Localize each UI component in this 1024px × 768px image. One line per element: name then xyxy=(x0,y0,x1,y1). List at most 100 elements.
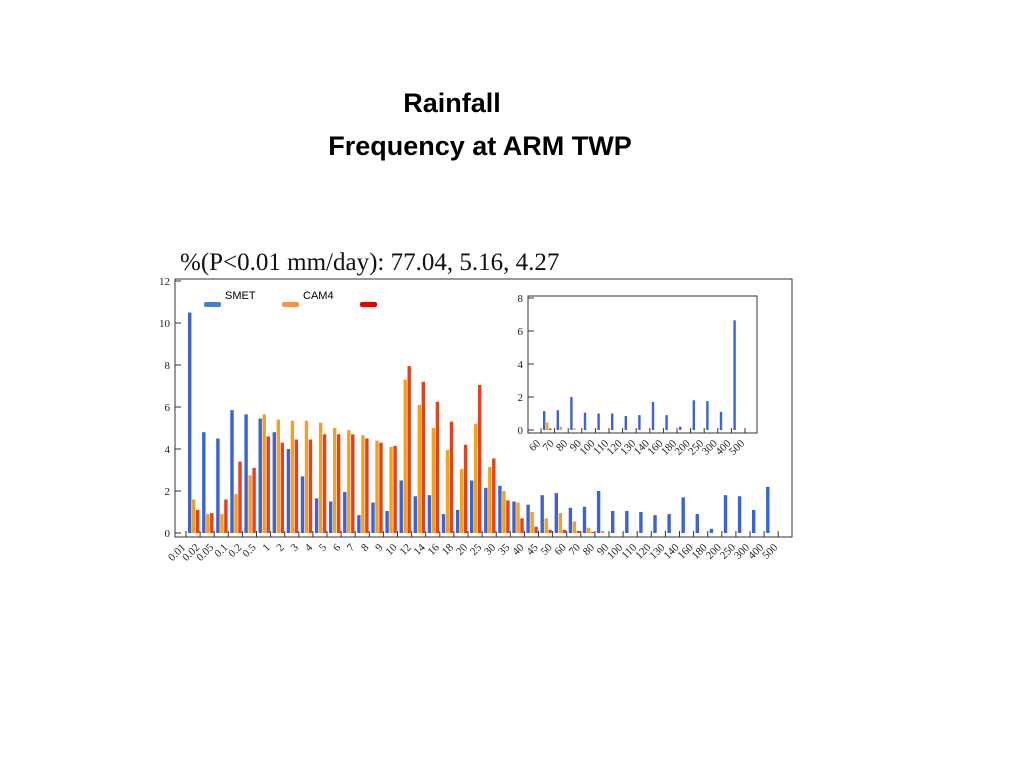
legend-swatch xyxy=(204,302,221,307)
bar xyxy=(692,400,695,430)
y-tick-label: 10 xyxy=(159,318,171,330)
y-tick-label: 12 xyxy=(159,276,170,288)
y-tick-label: 4 xyxy=(165,444,171,456)
bar xyxy=(573,428,576,430)
bar xyxy=(224,499,228,533)
x-tick-label: 2 xyxy=(274,542,286,554)
bar xyxy=(393,445,397,533)
bar xyxy=(413,496,417,533)
bar xyxy=(544,518,548,533)
bar xyxy=(196,509,200,533)
y-tick-label: 2 xyxy=(518,392,524,404)
bar xyxy=(665,415,668,430)
legend-swatch xyxy=(360,302,377,307)
bar xyxy=(516,502,520,533)
bar xyxy=(280,442,284,533)
bar xyxy=(258,418,262,533)
bar xyxy=(337,434,341,533)
x-tick-label: 3 xyxy=(289,541,302,554)
bar xyxy=(600,530,605,533)
y-tick-label: 6 xyxy=(165,402,171,414)
bar xyxy=(706,401,709,430)
bar xyxy=(403,379,407,533)
bar xyxy=(445,450,450,533)
bar xyxy=(399,480,403,533)
bar xyxy=(530,512,534,533)
bar xyxy=(308,439,313,533)
bar xyxy=(723,495,728,533)
bar xyxy=(329,501,333,533)
legend-swatch xyxy=(282,302,299,307)
bar xyxy=(421,381,425,533)
bar xyxy=(252,467,256,533)
bar xyxy=(290,420,295,533)
bar xyxy=(478,384,482,533)
bar xyxy=(611,413,614,430)
bar xyxy=(286,449,291,533)
bar xyxy=(322,434,327,533)
bar xyxy=(192,499,196,533)
bar xyxy=(526,504,530,533)
bar xyxy=(719,411,723,430)
bar xyxy=(559,426,562,430)
y-tick-label: 8 xyxy=(165,360,171,372)
bar xyxy=(276,419,280,533)
x-tick-label: 7 xyxy=(345,541,358,554)
bar xyxy=(441,514,446,533)
bar xyxy=(583,412,587,430)
bar xyxy=(681,497,685,533)
y-tick-label: 6 xyxy=(518,326,524,338)
bar xyxy=(206,514,210,533)
bar xyxy=(624,415,627,430)
bar xyxy=(488,466,492,533)
bar xyxy=(549,428,552,430)
bar xyxy=(570,397,573,430)
bar xyxy=(389,446,393,533)
bar xyxy=(576,530,581,533)
bar xyxy=(230,410,234,533)
bar xyxy=(318,422,323,533)
bar xyxy=(639,512,643,533)
bar xyxy=(463,444,468,533)
bar xyxy=(347,430,351,533)
bar xyxy=(314,498,319,533)
bar xyxy=(572,521,577,533)
bar xyxy=(474,423,478,533)
bar xyxy=(304,420,309,533)
bar xyxy=(709,528,714,533)
bar xyxy=(590,531,595,533)
bar xyxy=(210,513,214,533)
bar xyxy=(435,401,440,533)
bar xyxy=(427,495,432,533)
y-tick-label: 0 xyxy=(518,425,524,437)
bar xyxy=(596,491,601,533)
bar xyxy=(220,514,224,533)
y-tick-label: 2 xyxy=(165,486,171,498)
x-tick-label: 6 xyxy=(331,541,344,554)
bar xyxy=(554,493,558,533)
bar xyxy=(492,458,496,533)
bar xyxy=(562,529,566,533)
x-tick-label: 0.5 xyxy=(240,541,259,560)
title-line: Rainfall xyxy=(403,88,501,118)
bar xyxy=(262,414,266,533)
bar xyxy=(625,510,629,533)
bar xyxy=(459,468,464,533)
inset-frame xyxy=(527,295,758,434)
bar xyxy=(365,438,369,533)
bar xyxy=(611,510,615,533)
x-tick-label: 4 xyxy=(303,541,316,554)
bar xyxy=(266,436,270,533)
bar xyxy=(371,502,375,533)
bar xyxy=(752,509,756,533)
bar xyxy=(556,410,559,430)
bar xyxy=(455,509,460,533)
bar xyxy=(300,476,305,533)
legend-label: SMET xyxy=(225,290,256,302)
x-tick-label: 8 xyxy=(359,541,372,554)
bar xyxy=(361,435,365,533)
bar xyxy=(484,487,488,533)
title-line: Frequency at ARM TWP xyxy=(328,131,632,161)
bar xyxy=(498,485,502,533)
